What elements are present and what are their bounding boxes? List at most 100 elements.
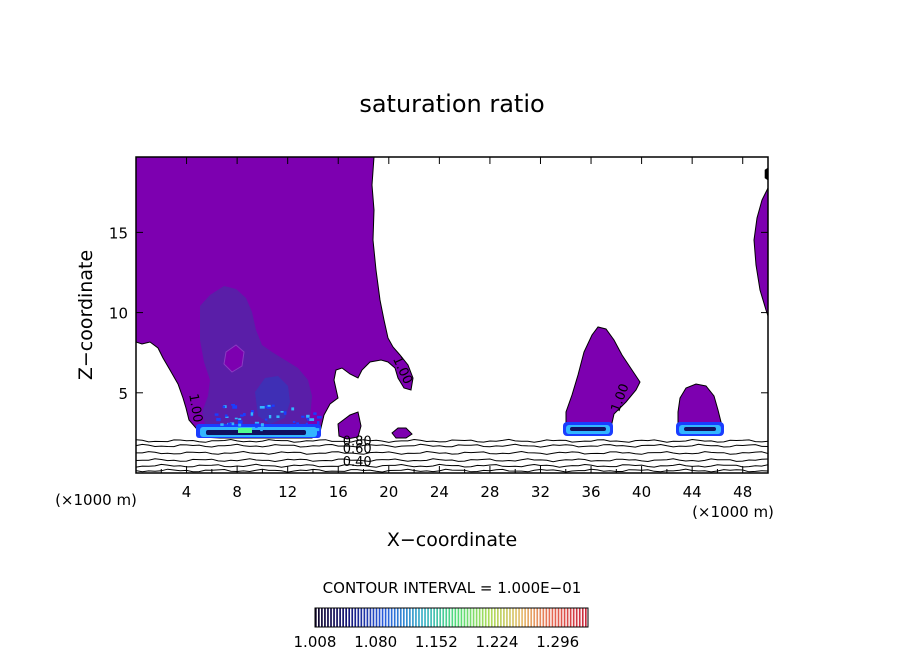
plot-area: 1.001.00 1.000.800.600.40 bbox=[136, 157, 768, 473]
colorbar-swatch bbox=[581, 608, 584, 627]
x-tick-label: 16 bbox=[329, 483, 348, 501]
colorbar-swatch bbox=[566, 608, 569, 627]
y-axis-ticks: 5 10 15 bbox=[109, 224, 768, 403]
colorbar-swatch bbox=[393, 608, 396, 627]
ice-speckle bbox=[238, 418, 242, 421]
ice-speckle bbox=[305, 422, 308, 426]
colorbar-swatch bbox=[515, 608, 517, 627]
isoline bbox=[136, 468, 768, 473]
colorbar-swatch bbox=[512, 608, 514, 627]
colorbar-swatch bbox=[384, 608, 387, 627]
colorbar-swatch bbox=[433, 608, 435, 627]
colorbar-swatch bbox=[354, 608, 357, 627]
ice-speckle bbox=[309, 418, 315, 421]
ice-speckle bbox=[260, 423, 264, 427]
ice-speckle bbox=[317, 415, 322, 419]
x-tick-label: 8 bbox=[232, 483, 242, 501]
contour-label: 0.40 bbox=[343, 455, 372, 470]
colorbar-swatch bbox=[375, 608, 378, 627]
ice-band-36 bbox=[563, 422, 613, 436]
ice-speckle bbox=[259, 406, 265, 409]
colorbar-swatch bbox=[409, 608, 411, 627]
ice-speckle bbox=[314, 428, 320, 432]
ice-speckle bbox=[276, 415, 280, 418]
ice-speckle bbox=[255, 425, 258, 428]
z-unit-label: (×1000 m) bbox=[55, 491, 137, 509]
colorbar-swatch bbox=[527, 608, 529, 627]
ice-speckle bbox=[313, 412, 317, 415]
colorbar-swatch bbox=[509, 608, 511, 627]
colorbar-swatch bbox=[378, 608, 381, 627]
colorbar-swatch bbox=[406, 608, 408, 627]
colorbar-swatch bbox=[490, 608, 493, 627]
colorbar-swatch bbox=[451, 608, 454, 627]
isoline bbox=[136, 450, 768, 455]
colorbar-swatch bbox=[327, 608, 329, 627]
colorbar-swatch bbox=[518, 608, 520, 627]
colorbar bbox=[315, 608, 587, 627]
supersat-region-lobe bbox=[337, 411, 362, 440]
colorbar-swatch bbox=[506, 608, 508, 627]
contour-label: 0.60 bbox=[343, 442, 372, 457]
x-axis-label: X−coordinate bbox=[387, 529, 517, 551]
colorbar-swatch bbox=[457, 608, 460, 627]
colorbar-swatch bbox=[542, 608, 545, 627]
subsaturated-isolines bbox=[136, 438, 768, 473]
colorbar-swatch bbox=[418, 608, 420, 627]
colorbar-swatch bbox=[430, 608, 432, 627]
chart-title: saturation ratio bbox=[359, 90, 544, 118]
contour-label: 1.00 bbox=[185, 393, 205, 424]
colorbar-swatch bbox=[448, 608, 451, 627]
ice-speckle bbox=[251, 410, 254, 414]
colorbar-swatch bbox=[460, 608, 463, 627]
colorbar-swatch bbox=[563, 608, 566, 627]
colorbar-swatch bbox=[578, 608, 581, 627]
x-tick-label: 32 bbox=[531, 483, 550, 501]
ice-speckle bbox=[265, 427, 270, 431]
ice-speckle bbox=[214, 413, 219, 416]
deep-core-2 bbox=[223, 344, 245, 373]
colorbar-label: 1.296 bbox=[536, 633, 579, 651]
plot-frame bbox=[135, 156, 769, 474]
colorbar-swatch bbox=[478, 608, 481, 627]
colorbar-swatch bbox=[339, 608, 341, 627]
colorbar-swatch bbox=[360, 608, 363, 627]
colorbar-swatch bbox=[472, 608, 475, 627]
supersat-region-small bbox=[391, 427, 413, 439]
supersat-region-cloud-36 bbox=[565, 326, 641, 433]
colorbar-swatch bbox=[493, 608, 496, 627]
colorbar-swatch bbox=[363, 608, 366, 627]
ice-speckle bbox=[243, 413, 246, 416]
colorbar-swatch bbox=[481, 608, 484, 627]
colorbar-swatch bbox=[524, 608, 526, 627]
colorbar-swatch bbox=[330, 608, 332, 627]
y-tick-label: 15 bbox=[109, 224, 128, 242]
colorbar-swatch bbox=[575, 608, 578, 627]
ice-band-44 bbox=[676, 422, 724, 436]
colorbar-swatch bbox=[572, 608, 575, 627]
colorbar-swatch bbox=[530, 608, 533, 627]
ice-speckle bbox=[227, 422, 232, 427]
colorbar-swatch bbox=[569, 608, 572, 627]
x-tick-label: 36 bbox=[581, 483, 600, 501]
ice-speckle bbox=[243, 424, 248, 426]
contour-interval-text: CONTOUR INTERVAL = 1.000E−01 bbox=[323, 579, 582, 597]
isoline bbox=[136, 458, 768, 463]
ice-speckle bbox=[291, 407, 295, 411]
colorbar-swatch bbox=[412, 608, 414, 627]
isoline bbox=[136, 443, 768, 448]
x-tick-label: 40 bbox=[632, 483, 651, 501]
colorbar-swatch bbox=[324, 608, 326, 627]
x-tick-label: 44 bbox=[683, 483, 702, 501]
colorbar-swatch bbox=[557, 608, 560, 627]
colorbar-swatch bbox=[396, 608, 399, 627]
colorbar-swatch bbox=[487, 608, 490, 627]
ice-speckle bbox=[280, 411, 284, 413]
colorbar-swatch bbox=[366, 608, 369, 627]
colorbar-swatch bbox=[469, 608, 472, 627]
ice-speckle bbox=[222, 405, 226, 408]
colorbar-swatch bbox=[454, 608, 457, 627]
ice-speckle bbox=[216, 418, 221, 422]
ice-speckles bbox=[214, 404, 322, 432]
